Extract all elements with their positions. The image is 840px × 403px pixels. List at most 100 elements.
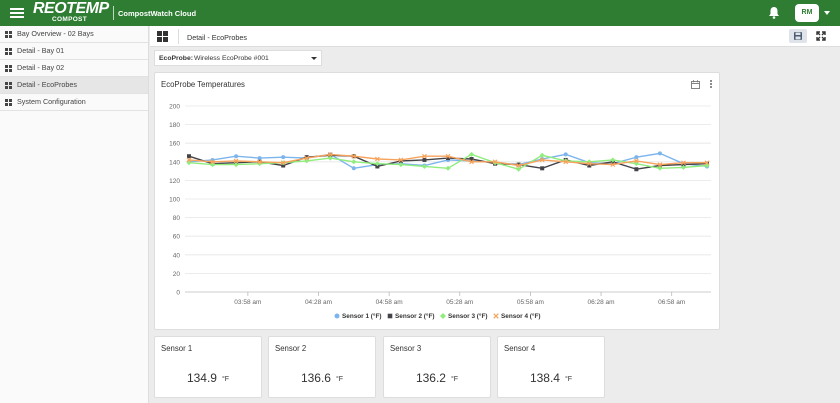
sensor-4-data-point <box>516 163 522 168</box>
sensor-card-4: Sensor 4 138.4 °F <box>497 336 605 398</box>
sensor-4-data-point <box>633 158 639 164</box>
y-tick-label: 40 <box>173 252 181 259</box>
grid-icon <box>5 48 12 55</box>
sensor-1-data-point <box>281 155 286 160</box>
bell-icon[interactable] <box>768 6 780 19</box>
top-bar: REOTEMP COMPOST CompostWatch Cloud RM <box>0 0 840 26</box>
sensor-3-data-point <box>445 165 451 171</box>
sensor-4-data-point <box>186 157 192 163</box>
sensor-2-data-point <box>657 163 662 168</box>
sensor-3-data-point <box>539 152 545 158</box>
sensor-2-data-point <box>375 164 380 169</box>
sensor-2-data-point <box>304 155 309 160</box>
legend-marker <box>387 313 393 319</box>
sensor-3-data-point <box>421 163 427 169</box>
sensor-4-data-point <box>610 162 616 167</box>
y-tick-label: 180 <box>169 122 180 129</box>
y-tick-label: 160 <box>169 141 180 148</box>
ecoprobe-select[interactable]: EcoProbe: Wireless EcoProbe #001 <box>154 50 322 66</box>
sensor-4-data-point <box>374 156 380 162</box>
y-tick-label: 60 <box>173 234 181 241</box>
sensor-3-data-point <box>469 151 475 157</box>
sensor-card-value: 136.2 <box>415 371 446 385</box>
hamburger-menu-icon[interactable] <box>10 6 24 20</box>
sensor-card-title: Sensor 4 <box>504 344 536 353</box>
title-divider <box>113 6 114 20</box>
sensor-card-unit: °F <box>450 376 459 383</box>
sidebar-item-label: Detail - Bay 02 <box>17 63 65 72</box>
sensor-2-data-point <box>281 163 286 168</box>
legend-marker <box>493 313 499 319</box>
sidebar-item-label: Detail - Bay 01 <box>17 46 65 55</box>
sensor-card-2: Sensor 2 136.6 °F <box>268 336 376 398</box>
sidebar-item-label: Bay Overview - 02 Bays <box>17 29 94 38</box>
sensor-2-data-point <box>516 162 521 167</box>
sidebar-item-ecoprobes[interactable]: Detail - EcoProbes <box>0 77 148 94</box>
brand-name: REOTEMP <box>33 0 109 17</box>
sidebar-item-bay-01[interactable]: Detail - Bay 01 <box>0 43 148 60</box>
sensor-4-data-point <box>445 153 451 159</box>
legend-label: Sensor 3 (°F) <box>448 312 488 320</box>
sidebar-item-system-configuration[interactable]: System Configuration <box>0 94 148 111</box>
sensor-2-data-point <box>187 154 191 159</box>
ecoprobe-select-value: Wireless EcoProbe #001 <box>194 55 269 62</box>
sensor-2-data-point <box>587 163 592 168</box>
chevron-down-icon <box>311 57 317 60</box>
legend-item-sensor-4[interactable]: Sensor 4 (°F) <box>493 312 541 320</box>
x-tick-label: 06:28 am <box>587 299 614 306</box>
calendar-icon[interactable] <box>691 80 700 89</box>
y-tick-label: 100 <box>169 197 180 204</box>
sensor-4-data-point <box>351 153 357 159</box>
app-title: CompostWatch Cloud <box>118 9 197 18</box>
x-tick-label: 05:58 am <box>517 299 544 306</box>
save-button[interactable] <box>789 29 807 43</box>
sensor-4-data-point <box>681 160 686 166</box>
y-tick-label: 120 <box>169 178 180 185</box>
legend-item-sensor-2[interactable]: Sensor 2 (°F) <box>387 312 435 320</box>
sensor-3-data-point <box>398 162 404 168</box>
sensor-2-data-point <box>328 153 333 158</box>
sidebar-item-bay-overview[interactable]: Bay Overview - 02 Bays <box>0 26 148 43</box>
floppy-disk-icon <box>794 32 802 40</box>
x-tick-label: 06:58 am <box>658 299 685 306</box>
sensor-4-data-point <box>492 159 498 165</box>
y-tick-label: 200 <box>169 104 180 111</box>
ecoprobe-select-label: EcoProbe: <box>159 55 193 62</box>
sensor-4-data-point <box>233 158 239 164</box>
chart-title: EcoProbe Temperatures <box>161 80 245 89</box>
temperature-chart-card: 0 20 40 60 80 100 120 140 160 180 200 03:58 am 04:28… <box>154 72 720 330</box>
user-menu-chevron-down-icon[interactable] <box>824 11 830 15</box>
legend-marker <box>440 313 446 319</box>
header-divider <box>178 29 179 44</box>
legend-label: Sensor 1 (°F) <box>342 312 382 320</box>
grid-icon <box>5 82 12 89</box>
sensor-3-data-point <box>516 166 522 172</box>
dashboard-grid-icon[interactable] <box>157 31 168 42</box>
sensor-card-3: Sensor 3 136.2 °F <box>383 336 491 398</box>
sensor-2-data-point <box>398 158 403 163</box>
legend-item-sensor-1[interactable]: Sensor 1 (°F) <box>334 312 382 320</box>
sensor-3-data-point <box>327 155 333 161</box>
sensor-2-data-point <box>681 162 686 167</box>
sidebar-item-bay-02[interactable]: Detail - Bay 02 <box>0 60 148 77</box>
page-title: Detail - EcoProbes <box>187 33 247 42</box>
grid-icon <box>5 65 12 72</box>
fullscreen-expand-icon[interactable] <box>814 29 828 43</box>
legend-item-sensor-3[interactable]: Sensor 3 (°F) <box>440 312 488 320</box>
sensor-card-value: 134.9 <box>186 371 217 385</box>
sensor-3-data-point <box>374 161 380 167</box>
sensor-2-data-point <box>422 157 427 162</box>
y-tick-label: 0 <box>176 290 180 297</box>
legend-label: Sensor 4 (°F) <box>501 312 541 320</box>
sidebar-item-label: Detail - EcoProbes <box>17 80 77 89</box>
sensor-3-data-point <box>680 164 686 170</box>
sensor-2-data-point <box>446 156 450 161</box>
sensor-1-data-point <box>351 166 356 171</box>
sensor-2-data-point <box>634 167 639 172</box>
sensor-1-data-point <box>234 154 239 159</box>
temperature-chart: 0 20 40 60 80 100 120 140 160 180 200 03:58 am 04:28… <box>169 104 711 320</box>
sidebar-item-label: System Configuration <box>17 97 86 106</box>
user-avatar[interactable]: RM <box>795 4 819 22</box>
more-options-icon[interactable] <box>709 80 713 90</box>
page-header: Detail - EcoProbes <box>150 26 840 47</box>
